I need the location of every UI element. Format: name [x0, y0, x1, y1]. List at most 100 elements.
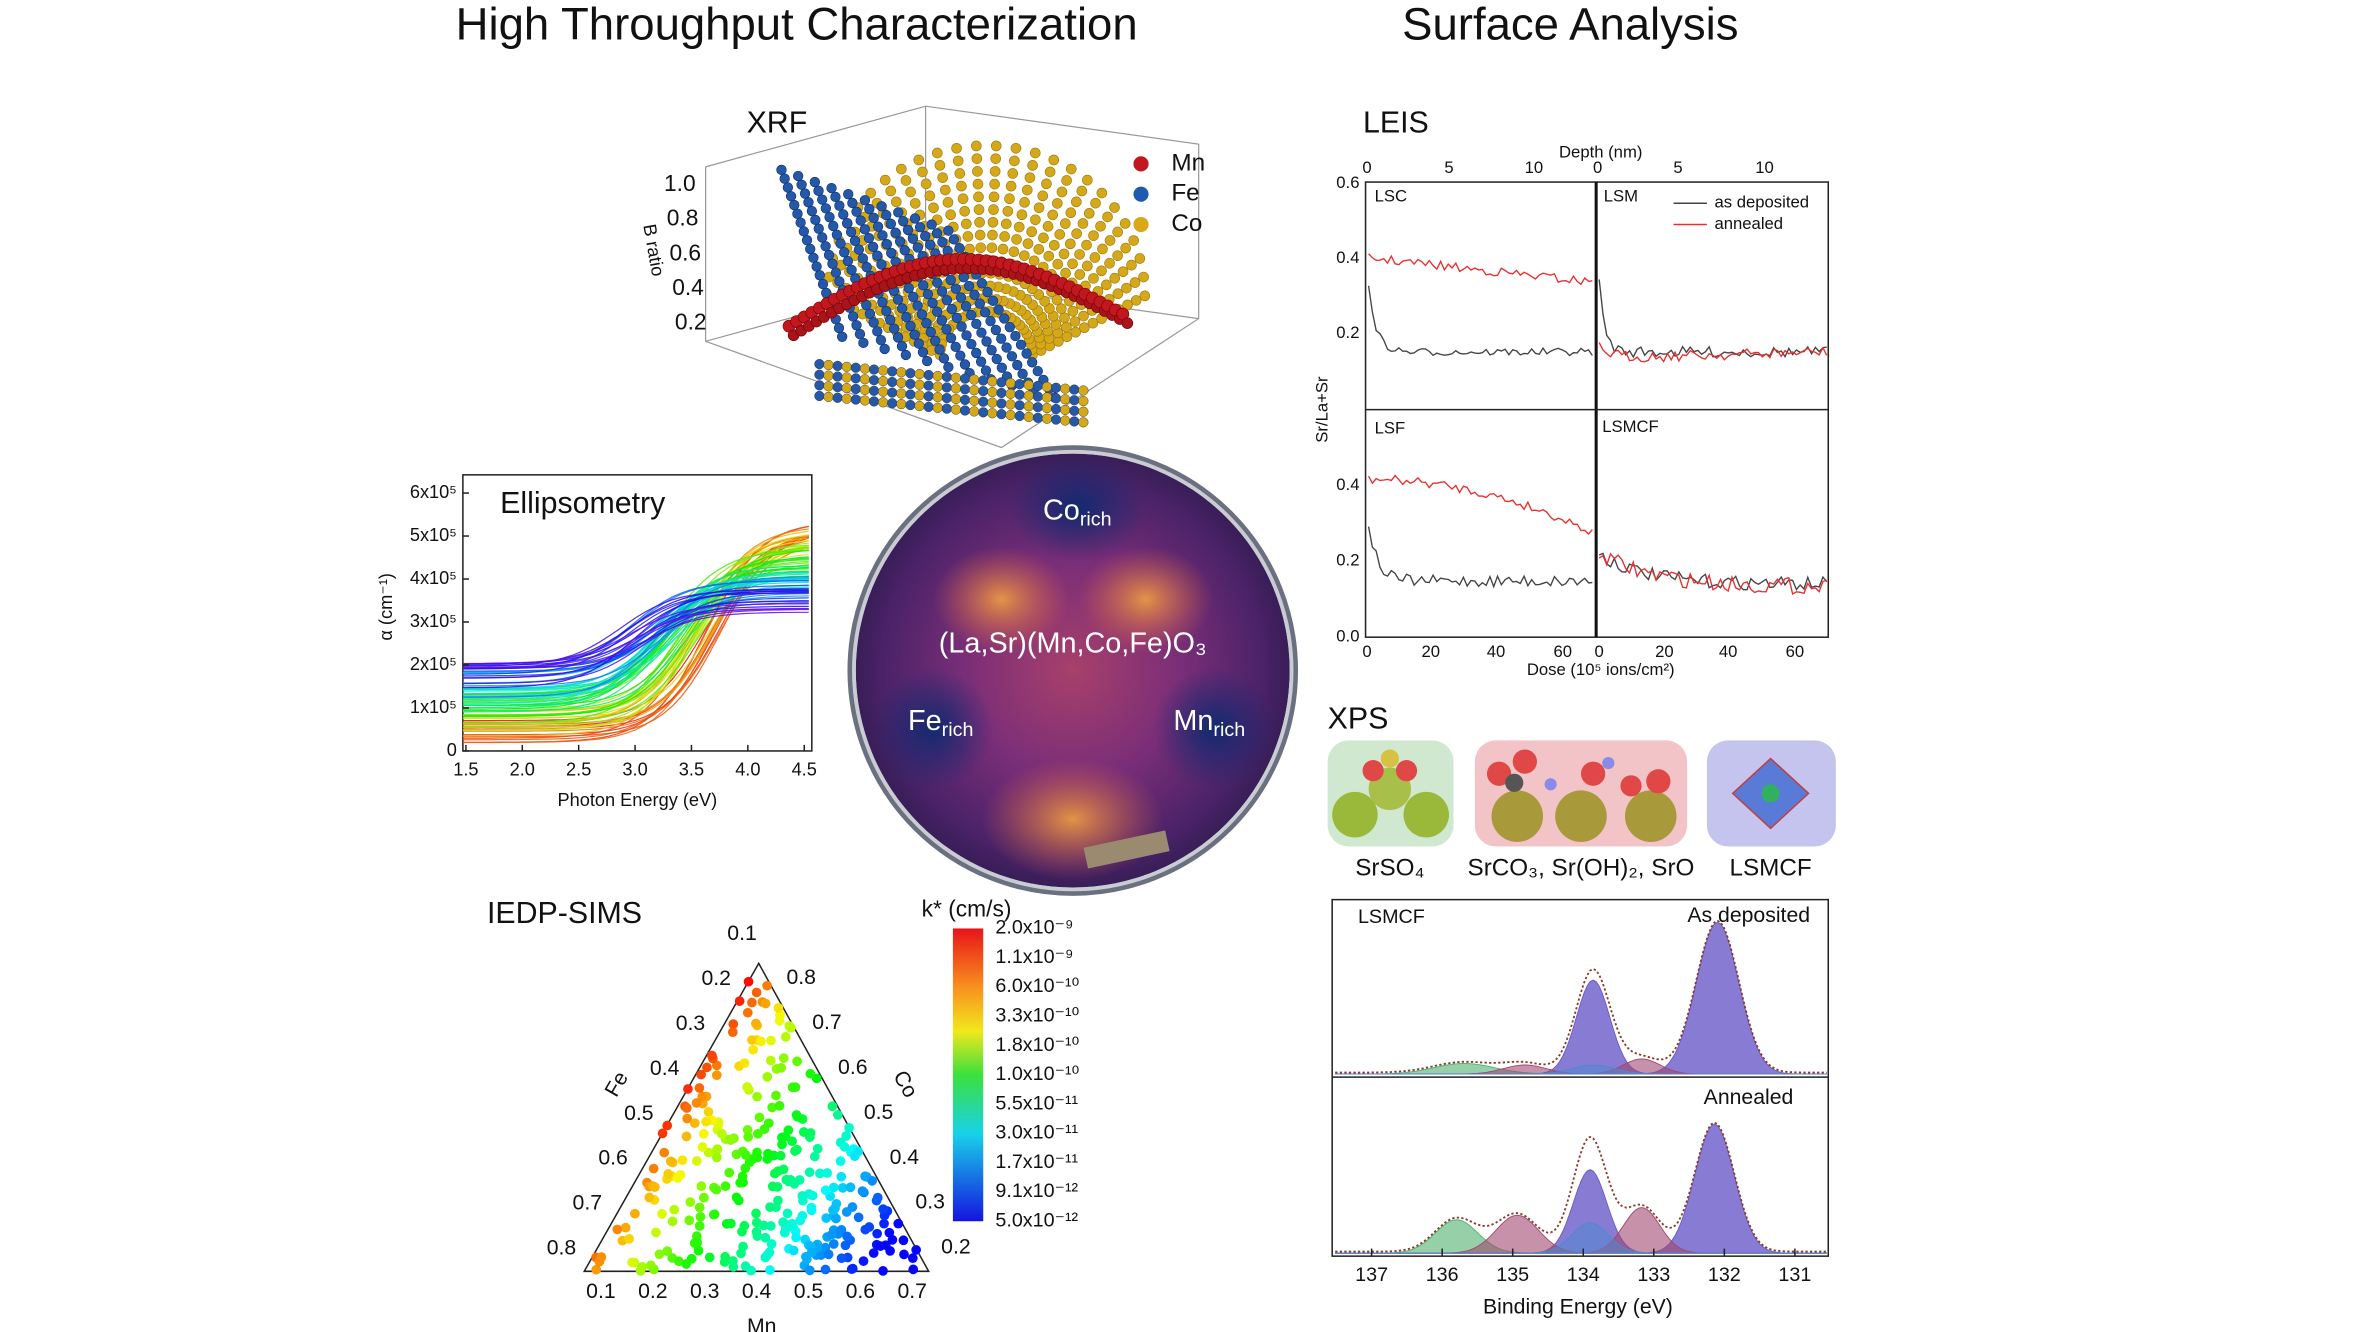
point [832, 1110, 843, 1120]
sphere [1032, 365, 1043, 377]
point [765, 1055, 776, 1066]
point [734, 996, 745, 1006]
sphere [868, 212, 879, 223]
curve [1598, 552, 1828, 591]
sphere [1088, 230, 1099, 241]
sphere [941, 295, 953, 306]
sphere [1076, 185, 1088, 197]
sphere [930, 335, 941, 346]
sphere [987, 397, 998, 408]
point [835, 1156, 846, 1166]
tick-label: 0 [1593, 158, 1602, 177]
legend-label: annealed [1714, 214, 1783, 233]
curves [1367, 253, 1828, 595]
panel-label: LSM [1604, 187, 1638, 206]
sphere [1050, 382, 1062, 393]
sphere [975, 242, 986, 254]
panel-title: Ellipsometry [500, 487, 666, 520]
tick-label: 0.7 [897, 1280, 927, 1303]
sphere [900, 175, 912, 186]
sphere [805, 243, 816, 255]
point [771, 1090, 781, 1101]
point [907, 1253, 918, 1263]
curve [1367, 526, 1593, 589]
point [788, 1245, 799, 1256]
sphere [989, 166, 1001, 177]
sphere [1067, 258, 1078, 270]
point [845, 1182, 856, 1193]
point [743, 976, 754, 987]
axis-label: Sr/La+Sr [1312, 376, 1331, 443]
sphere [1021, 348, 1032, 359]
point [712, 1144, 723, 1154]
sphere [1104, 235, 1116, 246]
sphere [917, 166, 928, 178]
point [878, 1266, 888, 1276]
sphere [1002, 205, 1014, 217]
sphere [1023, 379, 1034, 391]
sphere [834, 200, 845, 211]
point [828, 1182, 839, 1193]
sphere [1052, 258, 1064, 270]
point [767, 1181, 778, 1192]
tick-label: 0.1 [586, 1280, 616, 1303]
sphere [864, 203, 875, 215]
sphere [932, 402, 943, 413]
sphere [988, 191, 1000, 203]
panel-title: LEIS [1363, 106, 1429, 139]
sphere [1050, 403, 1062, 415]
sphere [841, 382, 852, 394]
sphere [942, 197, 954, 208]
sphere [950, 383, 962, 394]
tick-label: 0.3 [915, 1191, 945, 1214]
wafer-zone [1009, 455, 1146, 562]
sphere [1121, 282, 1132, 294]
point [727, 1027, 738, 1038]
point [591, 1264, 602, 1275]
sphere [879, 174, 891, 186]
tick-label: 2.0x10⁻⁹ [995, 917, 1073, 939]
axis-label: Photon Energy (eV) [557, 790, 717, 810]
sphere [900, 349, 912, 361]
tick-label: 0.6 [598, 1147, 628, 1170]
point [650, 1182, 660, 1192]
point [815, 1168, 825, 1179]
sphere [1065, 163, 1077, 175]
sphere [974, 229, 986, 241]
point [756, 1036, 766, 1047]
sphere [914, 400, 925, 412]
sphere [1028, 255, 1040, 267]
wafer-region: Corich [1043, 494, 1112, 531]
sphere [905, 389, 916, 400]
sphere [868, 385, 880, 396]
sphere [954, 243, 965, 254]
sphere [952, 155, 964, 167]
axis-label: Co [888, 1067, 921, 1102]
point [860, 1224, 871, 1235]
sphere [1023, 390, 1034, 401]
sphere [851, 320, 862, 331]
sphere [943, 361, 954, 373]
sphere [823, 249, 835, 261]
sphere [946, 303, 958, 315]
sphere [1014, 379, 1025, 390]
sphere [961, 330, 972, 341]
axis-label: Dose (10⁵ ions/cm²) [1527, 660, 1675, 679]
sphere [801, 235, 813, 246]
sphere [1121, 317, 1134, 329]
sphere [855, 215, 866, 226]
sphere [962, 231, 974, 242]
sphere [890, 196, 902, 208]
tick-label: 133 [1637, 1264, 1670, 1286]
sphere [1005, 399, 1016, 410]
subscript: rich [1213, 719, 1245, 741]
sphere [960, 218, 972, 230]
point [879, 1218, 889, 1229]
sphere [1078, 406, 1089, 417]
point [841, 1207, 852, 1217]
point [648, 1163, 659, 1174]
colorbar-title: k* (cm/s) [922, 895, 1012, 921]
sphere [831, 229, 843, 240]
sphere [865, 187, 877, 199]
